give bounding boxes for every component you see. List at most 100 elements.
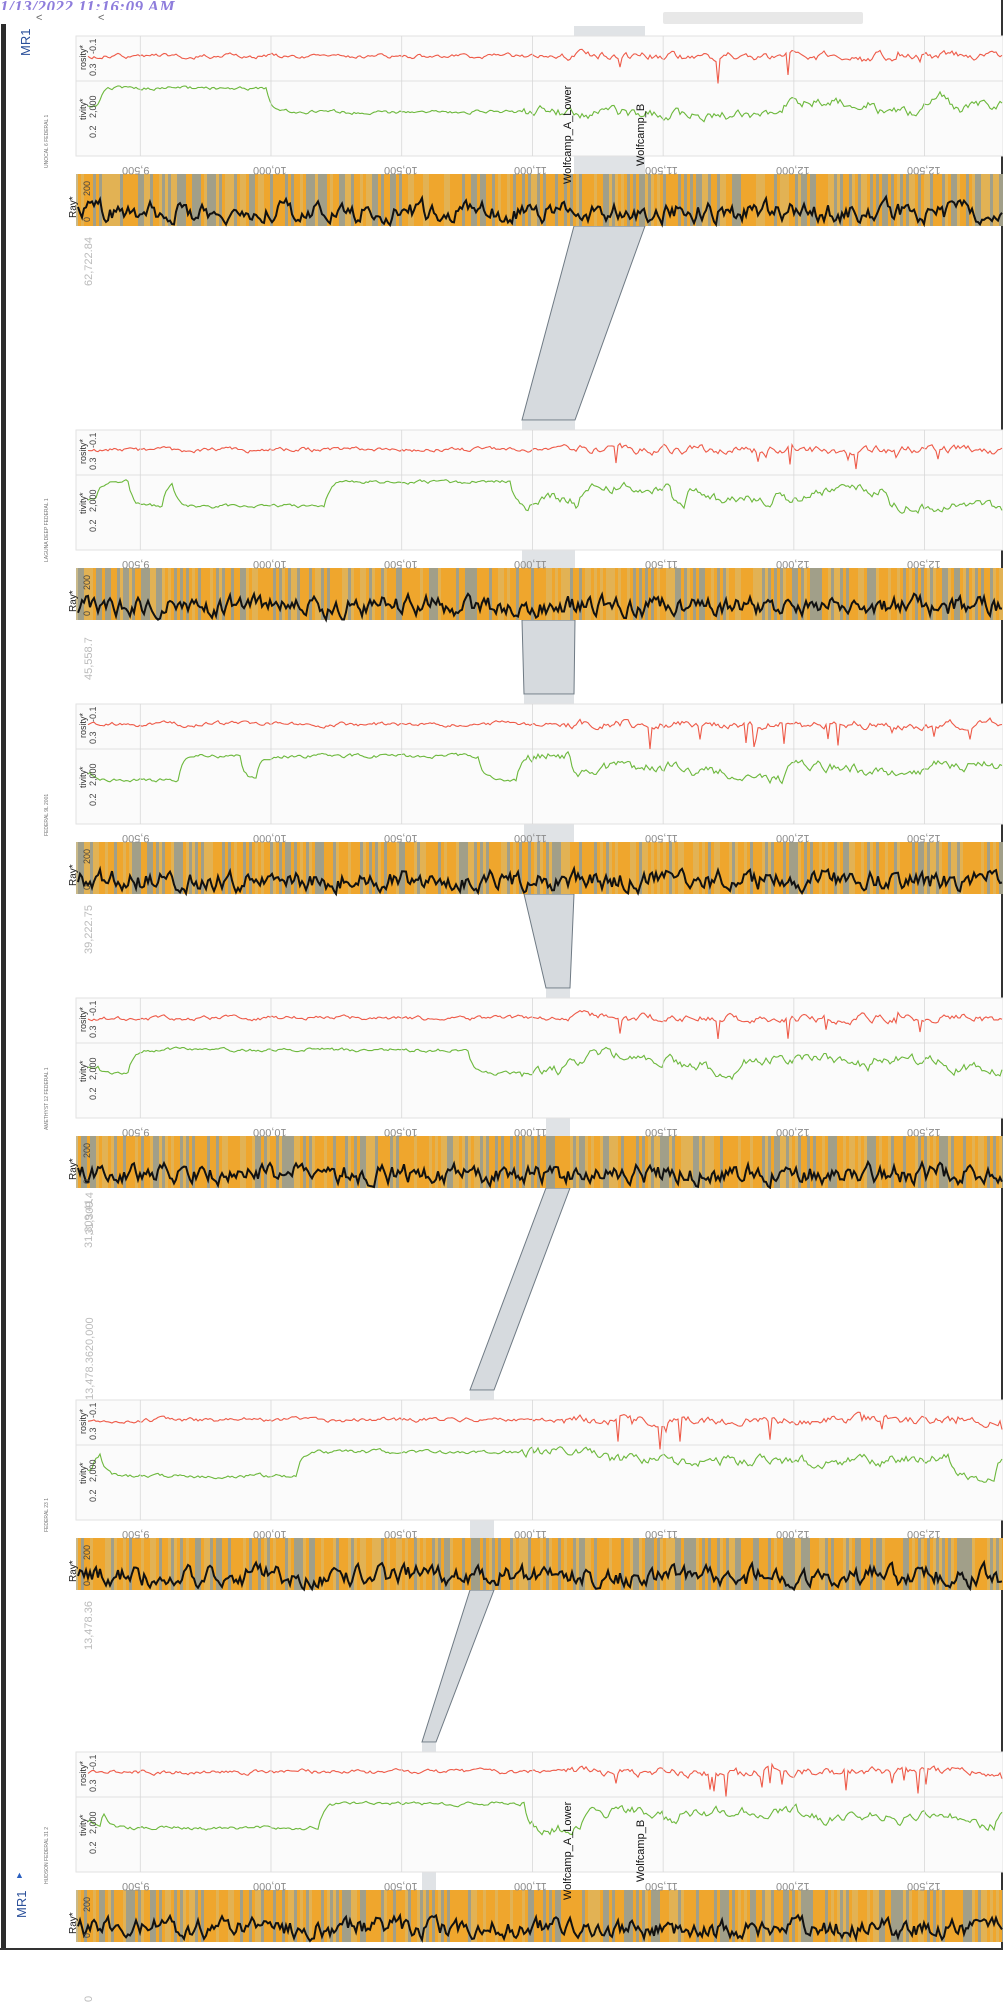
gamma-ray-color-stripe: [306, 1538, 309, 1590]
gamma-ray-color-stripe: [852, 1136, 855, 1188]
gamma-ray-color-stripe: [819, 842, 822, 894]
gamma-ray-color-stripe: [861, 568, 864, 620]
gamma-ray-color-stripe: [966, 842, 969, 894]
gamma-ray-color-stripe: [573, 1538, 576, 1590]
nav-arrow-button[interactable]: <: [98, 12, 105, 24]
gamma-ray-color-stripe: [582, 1136, 585, 1188]
gamma-ray-color-stripe: [456, 842, 459, 894]
depth-tick-label: 9,500: [122, 1528, 150, 1540]
gamma-ray-color-stripe: [273, 174, 276, 226]
gamma-ray-color-stripe: [750, 568, 753, 620]
gamma-ray-color-stripe: [471, 174, 474, 226]
gamma-ray-color-stripe: [423, 842, 426, 894]
gamma-ray-color-stripe: [519, 1538, 522, 1590]
gamma-ray-color-stripe: [183, 568, 186, 620]
gamma-ray-color-stripe: [870, 174, 873, 226]
gamma-ray-color-stripe: [948, 568, 951, 620]
gamma-ray-color-stripe: [537, 568, 540, 620]
gamma-ray-color-stripe: [831, 1538, 834, 1590]
gamma-ray-color-stripe: [261, 842, 264, 894]
gamma-ray-color-stripe: [882, 1136, 885, 1188]
gamma-ray-color-stripe: [516, 568, 519, 620]
gamma-ray-color-stripe: [285, 1136, 288, 1188]
gamma-ray-color-stripe: [207, 1890, 210, 1942]
gamma-ray-color-stripe: [966, 1890, 969, 1942]
gamma-ray-color-stripe: [489, 1890, 492, 1942]
gamma-ray-color-stripe: [90, 1538, 93, 1590]
gamma-ray-color-stripe: [360, 1890, 363, 1942]
gamma-ray-color-stripe: [981, 1136, 984, 1188]
gamma-ray-color-stripe: [303, 1890, 306, 1942]
gamma-ray-color-stripe: [522, 568, 525, 620]
depth-tick-label: 12,000: [775, 832, 810, 844]
gamma-ray-color-stripe: [483, 842, 486, 894]
gamma-ray-color-stripe: [549, 174, 552, 226]
gamma-ray-color-stripe: [435, 1136, 438, 1188]
gamma-ray-color-stripe: [651, 568, 654, 620]
gamma-ray-color-stripe: [780, 568, 783, 620]
gamma-ray-color-stripe: [300, 174, 303, 226]
gamma-ray-color-stripe: [639, 568, 642, 620]
gamma-ray-color-stripe: [570, 174, 573, 226]
gamma-ray-color-stripe: [456, 174, 459, 226]
gamma-ray-color-stripe: [984, 842, 987, 894]
well-name-label: AMETHYST 12 FEDERAL 1: [44, 1067, 50, 1130]
gamma-ray-color-stripe: [552, 1890, 555, 1942]
gamma-ray-color-stripe: [309, 1890, 312, 1942]
gamma-ray-color-stripe: [348, 1136, 351, 1188]
gamma-ray-color-stripe: [990, 1890, 993, 1942]
gamma-ray-color-stripe: [138, 1890, 141, 1942]
gamma-ray-color-stripe: [684, 842, 687, 894]
horizontal-scrollbar[interactable]: [663, 12, 863, 24]
gamma-ray-color-stripe: [597, 568, 600, 620]
gamma-ray-color-stripe: [297, 1538, 300, 1590]
gamma-ray-color-stripe: [891, 842, 894, 894]
gamma-ray-color-stripe: [462, 174, 465, 226]
gamma-ray-color-stripe: [450, 174, 453, 226]
gamma-ray-color-stripe: [564, 1890, 567, 1942]
gamma-ray-color-stripe: [747, 1538, 750, 1590]
gamma-ray-color-stripe: [480, 1538, 483, 1590]
gamma-ray-color-stripe: [342, 1890, 345, 1942]
gamma-ray-color-stripe: [465, 1136, 468, 1188]
gamma-ray-color-stripe: [852, 568, 855, 620]
gamma-ray-color-stripe: [84, 1538, 87, 1590]
gamma-ray-color-stripe: [918, 842, 921, 894]
gamma-ray-color-stripe: [249, 842, 252, 894]
gamma-ray-color-stripe: [423, 174, 426, 226]
gamma-ray-color-stripe: [687, 174, 690, 226]
gamma-ray-color-stripe: [558, 842, 561, 894]
gamma-ray-color-stripe: [609, 1890, 612, 1942]
gamma-ray-color-stripe: [243, 1890, 246, 1942]
gamma-ray-color-stripe: [936, 1890, 939, 1942]
gamma-ray-track-label: Ray*: [68, 590, 79, 612]
gamma-ray-color-stripe: [699, 568, 702, 620]
gamma-ray-color-stripe: [681, 568, 684, 620]
gamma-ray-color-stripe: [327, 1136, 330, 1188]
gamma-ray-color-stripe: [696, 842, 699, 894]
scroll-left-button[interactable]: <: [36, 12, 43, 24]
gamma-ray-color-stripe: [987, 568, 990, 620]
gamma-ray-color-stripe: [129, 174, 132, 226]
gamma-ray-color-stripe: [768, 1890, 771, 1942]
gamma-ray-color-stripe: [348, 1538, 351, 1590]
gamma-ray-color-stripe: [528, 174, 531, 226]
gamma-ray-color-stripe: [840, 1136, 843, 1188]
gamma-ray-color-stripe: [714, 174, 717, 226]
gamma-ray-color-stripe: [315, 1136, 318, 1188]
gamma-ray-color-stripe: [411, 174, 414, 226]
gamma-ray-color-stripe: [480, 1890, 483, 1942]
gamma-ray-color-stripe: [894, 1136, 897, 1188]
gamma-ray-color-stripe: [759, 1136, 762, 1188]
gamma-ray-color-stripe: [315, 842, 318, 894]
gamma-ray-color-stripe: [900, 568, 903, 620]
gamma-ray-color-stripe: [156, 174, 159, 226]
gamma-ray-color-stripe: [726, 568, 729, 620]
gamma-ray-color-stripe: [615, 1136, 618, 1188]
gamma-ray-color-stripe: [708, 1538, 711, 1590]
gamma-ray-color-stripe: [978, 174, 981, 226]
gamma-ray-color-stripe: [354, 1538, 357, 1590]
collapse-triangle-icon[interactable]: ▲: [15, 1870, 24, 1880]
gamma-ray-color-stripe: [363, 174, 366, 226]
gamma-ray-color-stripe: [387, 1890, 390, 1942]
